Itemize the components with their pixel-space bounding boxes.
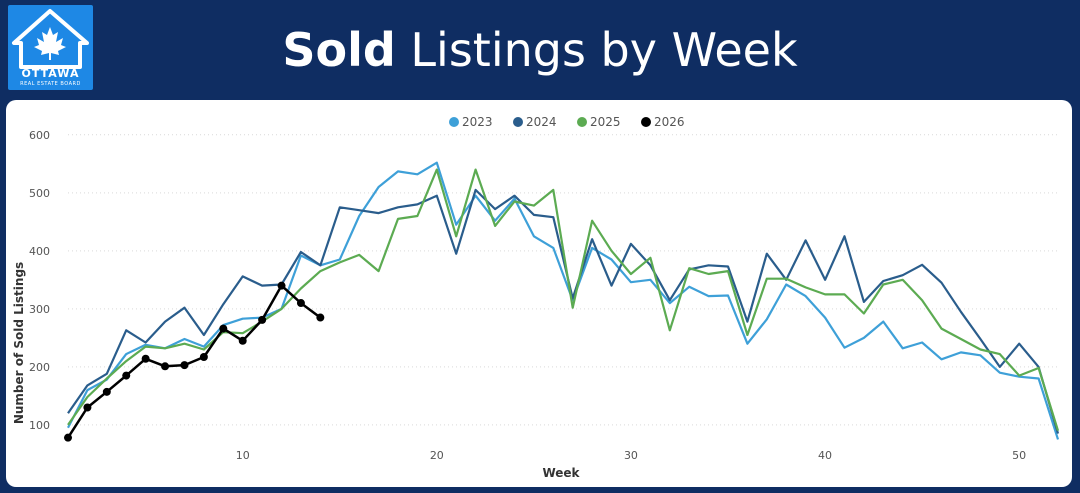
- y-tick-label: 100: [29, 419, 50, 432]
- x-tick-label: 10: [236, 449, 250, 462]
- ottawa-real-estate-board-logo: OTTAWA REAL ESTATE BOARD: [8, 5, 93, 90]
- x-tick-label: 40: [818, 449, 832, 462]
- series-lines: [66, 161, 1060, 440]
- y-axis-label: Number of Sold Listings: [12, 262, 26, 424]
- series-line-2026: [66, 284, 322, 439]
- chart-panel: 100 200 300 400 500 600 10 20 30 40 50 2023 2024 20…: [6, 100, 1072, 487]
- data-point-2026: [161, 362, 170, 371]
- legend-label-2024: 2024: [526, 115, 557, 129]
- data-point-2026: [64, 433, 72, 442]
- x-tick-label: 20: [430, 449, 444, 462]
- data-point-2026: [141, 354, 150, 363]
- series-line-2025: [67, 168, 1060, 432]
- data-point-2026: [122, 371, 131, 380]
- series-line-2024: [67, 188, 1060, 434]
- legend-label-2026: 2026: [654, 115, 685, 129]
- legend-label-2025: 2025: [590, 115, 621, 129]
- page-title-rest: Listings by Week: [410, 23, 798, 77]
- y-tick-label: 300: [29, 303, 50, 316]
- legend-marker-2023: [449, 117, 459, 127]
- page-title: Sold Listings by Week: [0, 20, 1080, 80]
- x-tick-label: 50: [1012, 449, 1026, 462]
- series-line-2023: [67, 161, 1060, 440]
- legend-marker-2026: [641, 117, 651, 127]
- gridlines: [68, 134, 1058, 426]
- legend: 2023 2024 2025 2026: [449, 115, 685, 129]
- logo-wordmark: OTTAWA: [21, 67, 80, 80]
- y-tick-label: 600: [29, 129, 50, 142]
- x-axis-ticks: 10 20 30 40 50: [236, 449, 1026, 462]
- legend-marker-2024: [513, 117, 523, 127]
- data-point-2026: [83, 403, 92, 412]
- data-point-2026: [316, 313, 325, 322]
- legend-marker-2025: [577, 117, 587, 127]
- house-maple-leaf-icon: [12, 9, 89, 69]
- data-point-2026: [199, 353, 208, 362]
- data-point-2026: [180, 361, 189, 370]
- data-point-2026: [296, 299, 305, 308]
- header: OTTAWA REAL ESTATE BOARD Sold Listings b…: [0, 0, 1080, 100]
- data-point-2026: [277, 281, 286, 290]
- data-point-2026: [219, 324, 228, 333]
- page-title-bold: Sold: [282, 23, 396, 77]
- x-tick-label: 30: [624, 449, 638, 462]
- data-point-2026: [102, 387, 111, 396]
- y-axis-ticks: 100 200 300 400 500 600: [29, 129, 50, 432]
- data-point-2026: [238, 336, 247, 345]
- logo-subtext: REAL ESTATE BOARD: [20, 81, 81, 87]
- series-markers: [64, 281, 325, 442]
- y-tick-label: 200: [29, 361, 50, 374]
- legend-label-2023: 2023: [462, 115, 493, 129]
- data-point-2026: [258, 315, 267, 324]
- y-tick-label: 400: [29, 245, 50, 258]
- y-tick-label: 500: [29, 187, 50, 200]
- x-axis-label: Week: [542, 466, 580, 480]
